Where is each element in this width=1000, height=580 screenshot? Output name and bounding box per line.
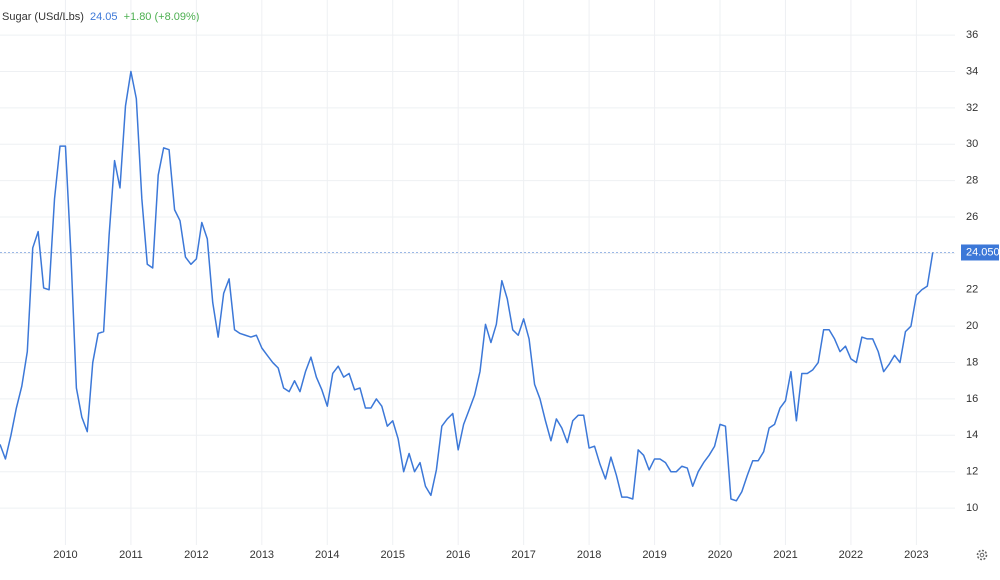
x-tick-label: 2021 xyxy=(773,549,797,561)
x-tick-label: 2022 xyxy=(839,549,863,561)
price-line xyxy=(0,70,934,502)
price: 24.05 xyxy=(90,11,118,23)
y-tick-label: 34 xyxy=(966,65,978,77)
y-tick-label: 26 xyxy=(966,211,978,223)
y-tick-label: 22 xyxy=(966,284,978,296)
y-tick-label: 32 xyxy=(966,102,978,114)
x-tick-label: 2017 xyxy=(511,549,535,561)
x-tick-label: 2018 xyxy=(577,549,601,561)
price-change: +1.80 (+8.09%) xyxy=(124,11,200,23)
y-tick-label: 14 xyxy=(966,429,978,441)
x-tick-label: 2011 xyxy=(119,549,143,561)
x-tick-label: 2016 xyxy=(446,549,470,561)
x-tick-label: 2013 xyxy=(250,549,274,561)
last-price-box xyxy=(961,244,999,261)
chart-title: Sugar (USd/Lbs) xyxy=(2,11,84,23)
settings-icon[interactable] xyxy=(976,549,988,561)
x-tick-label: 2020 xyxy=(708,549,732,561)
y-tick-label: 10 xyxy=(966,502,978,514)
chart-header: Sugar (USd/Lbs) 24.05 +1.80 (+8.09%) xyxy=(2,11,199,23)
x-tick-label: 2014 xyxy=(315,549,339,561)
y-tick-label: 28 xyxy=(966,175,978,187)
y-tick-label: 30 xyxy=(966,138,978,150)
x-tick-label: 2015 xyxy=(380,549,404,561)
y-tick-label: 36 xyxy=(966,29,978,41)
x-tick-label: 2023 xyxy=(904,549,928,561)
x-tick-label: 2010 xyxy=(53,549,77,561)
y-tick-label: 12 xyxy=(966,466,978,478)
y-tick-label: 16 xyxy=(966,393,978,405)
y-tick-label: 20 xyxy=(966,320,978,332)
last-price-label: 24.050 xyxy=(966,246,1000,258)
x-tick-label: 2012 xyxy=(184,549,208,561)
x-tick-label: 2019 xyxy=(642,549,666,561)
y-tick-label: 18 xyxy=(966,356,978,368)
